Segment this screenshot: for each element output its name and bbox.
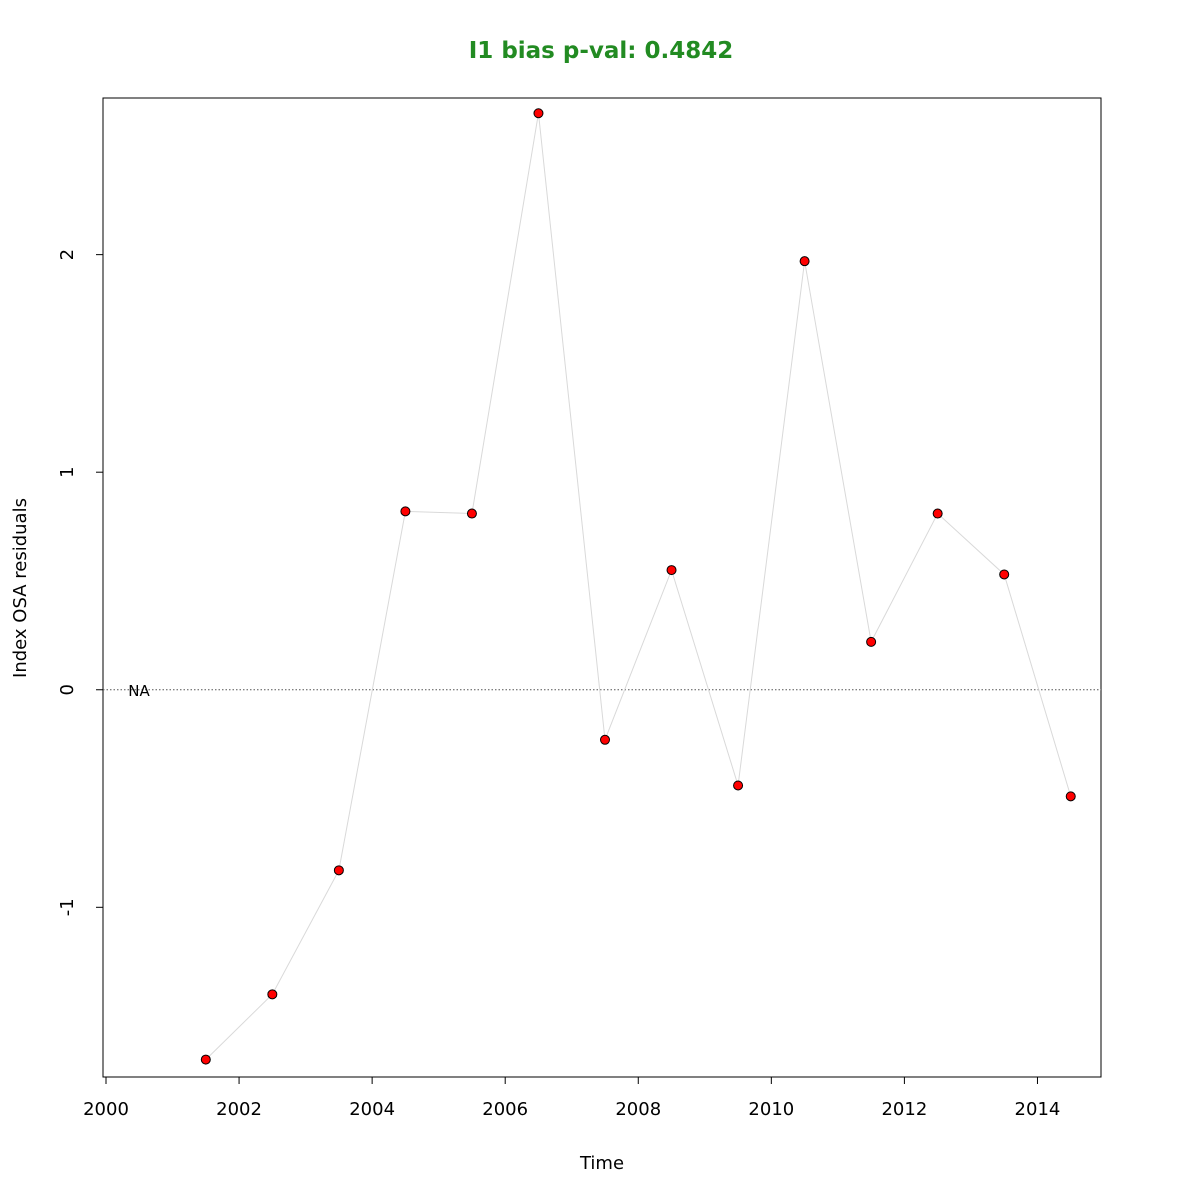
- x-tick-label: 2006: [482, 1099, 528, 1120]
- y-tick-label: 1: [57, 466, 78, 477]
- x-axis-label: Time: [579, 1153, 624, 1174]
- data-point: [866, 636, 877, 647]
- data-point: [799, 256, 810, 267]
- x-tick-label: 2008: [615, 1099, 661, 1120]
- x-tick-label: 2010: [748, 1099, 794, 1120]
- series-connecting-line: [205, 113, 1072, 1060]
- x-tick-label: 2012: [881, 1099, 927, 1120]
- chart-title: I1 bias p-val: 0.4842: [469, 38, 734, 64]
- y-axis: -1 0 1 2: [57, 249, 104, 916]
- data-point: [733, 780, 744, 791]
- x-tick-label: 2000: [83, 1099, 129, 1120]
- y-tick-label: -1: [57, 898, 78, 916]
- x-axis: 2000 2002 2004 2006 2008 2010 2012 2014: [83, 1076, 1061, 1120]
- x-tick-label: 2004: [349, 1099, 395, 1120]
- data-point: [267, 989, 278, 1000]
- data-point: [466, 508, 477, 519]
- data-point: [932, 508, 943, 519]
- data-point: [1065, 791, 1076, 802]
- y-tick-label: 0: [57, 684, 78, 695]
- y-axis-label: Index OSA residuals: [10, 498, 31, 678]
- data-points: [200, 108, 1076, 1065]
- na-annotation: NA: [128, 682, 150, 700]
- data-point: [600, 734, 610, 745]
- data-point: [999, 569, 1010, 580]
- plot-frame: [102, 97, 1102, 1078]
- x-tick-label: 2002: [216, 1099, 262, 1120]
- data-point: [333, 865, 344, 876]
- x-tick-label: 2014: [1015, 1099, 1061, 1120]
- data-point: [533, 108, 544, 119]
- data-point: [400, 506, 411, 517]
- y-tick-label: 2: [57, 249, 78, 260]
- data-point: [666, 565, 677, 576]
- data-point: [200, 1054, 211, 1065]
